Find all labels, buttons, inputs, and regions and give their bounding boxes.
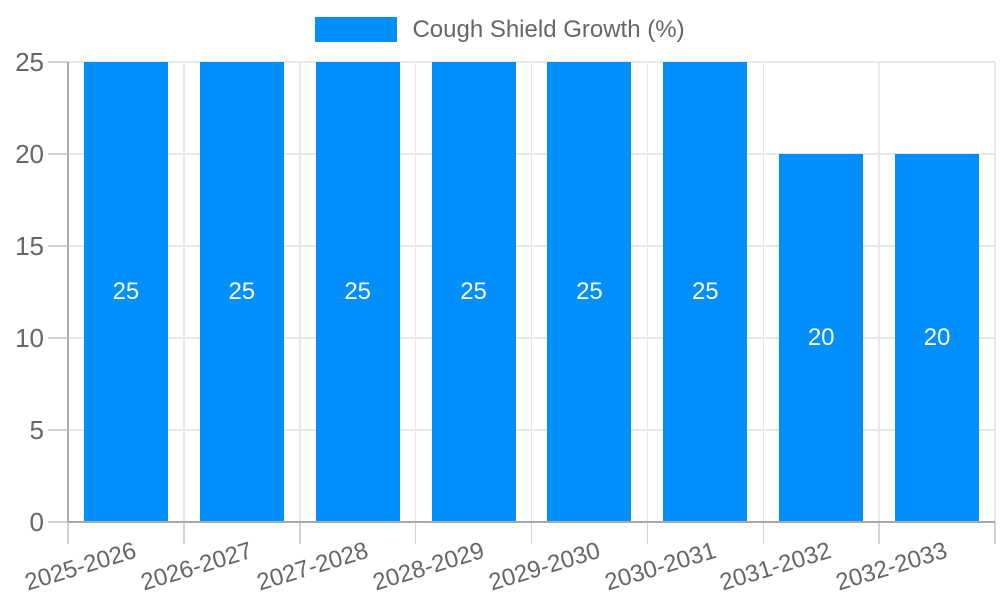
bar[interactable]	[199, 62, 284, 522]
x-axis-label: 2026-2027	[137, 537, 256, 597]
bar[interactable]	[547, 62, 632, 522]
bar[interactable]	[895, 154, 980, 522]
y-tick-mark	[48, 337, 68, 339]
y-axis-label: 10	[15, 323, 44, 353]
y-axis-line	[67, 62, 69, 522]
bar-value-label: 20	[807, 324, 835, 351]
bar[interactable]	[663, 62, 748, 522]
x-axis-label: 2025-2026	[21, 537, 140, 597]
x-tick-mark	[878, 522, 880, 544]
bar-value-label: 25	[344, 278, 372, 305]
x-tick-mark	[646, 522, 649, 544]
legend-swatch-icon	[315, 17, 398, 42]
y-tick-mark	[48, 245, 68, 247]
bar-value-label: 25	[460, 278, 487, 305]
bar-value-label: 25	[576, 278, 603, 305]
bar-value-label: 25	[228, 278, 256, 305]
x-axis-label: 2032-2033	[833, 537, 951, 597]
x-axis-label: 2030-2031	[601, 537, 719, 597]
v-gridline	[762, 62, 764, 522]
bar[interactable]	[83, 62, 168, 522]
y-tick-mark	[48, 61, 68, 63]
v-gridline	[994, 62, 996, 522]
x-tick-mark	[530, 522, 533, 544]
y-axis-label: 20	[15, 139, 44, 169]
x-axis-line	[68, 521, 995, 523]
y-tick-mark	[48, 429, 68, 431]
v-gridline	[183, 62, 185, 522]
x-tick-mark	[183, 522, 185, 544]
bar-value-label: 20	[923, 324, 951, 351]
legend[interactable]: Cough Shield Growth (%)	[0, 17, 1000, 42]
x-axis-label: 2027-2028	[253, 537, 372, 597]
v-gridline	[878, 62, 880, 522]
y-axis-label: 0	[29, 507, 44, 537]
x-tick-mark	[299, 522, 301, 544]
x-tick-mark	[994, 522, 996, 544]
y-axis-label: 15	[15, 231, 44, 261]
bar[interactable]	[315, 62, 400, 522]
bar-value-label: 25	[691, 278, 719, 305]
y-axis-label: 5	[29, 415, 44, 445]
legend-label: Cough Shield Growth (%)	[412, 16, 685, 43]
v-gridline	[646, 62, 649, 522]
y-tick-mark	[48, 153, 68, 155]
bar-value-label: 25	[112, 278, 140, 305]
x-axis-label: 2029-2030	[485, 537, 604, 597]
bar[interactable]	[431, 62, 516, 522]
v-gridline	[414, 62, 417, 522]
x-axis-label: 2028-2029	[369, 537, 488, 597]
x-tick-mark	[762, 522, 764, 544]
bar[interactable]	[779, 154, 864, 522]
v-gridline	[530, 62, 533, 522]
y-tick-mark	[48, 521, 68, 523]
y-axis-label: 25	[15, 47, 44, 77]
v-gridline	[299, 62, 301, 522]
x-axis-label: 2031-2032	[717, 537, 835, 597]
x-tick-mark	[67, 522, 69, 544]
x-tick-mark	[414, 522, 417, 544]
